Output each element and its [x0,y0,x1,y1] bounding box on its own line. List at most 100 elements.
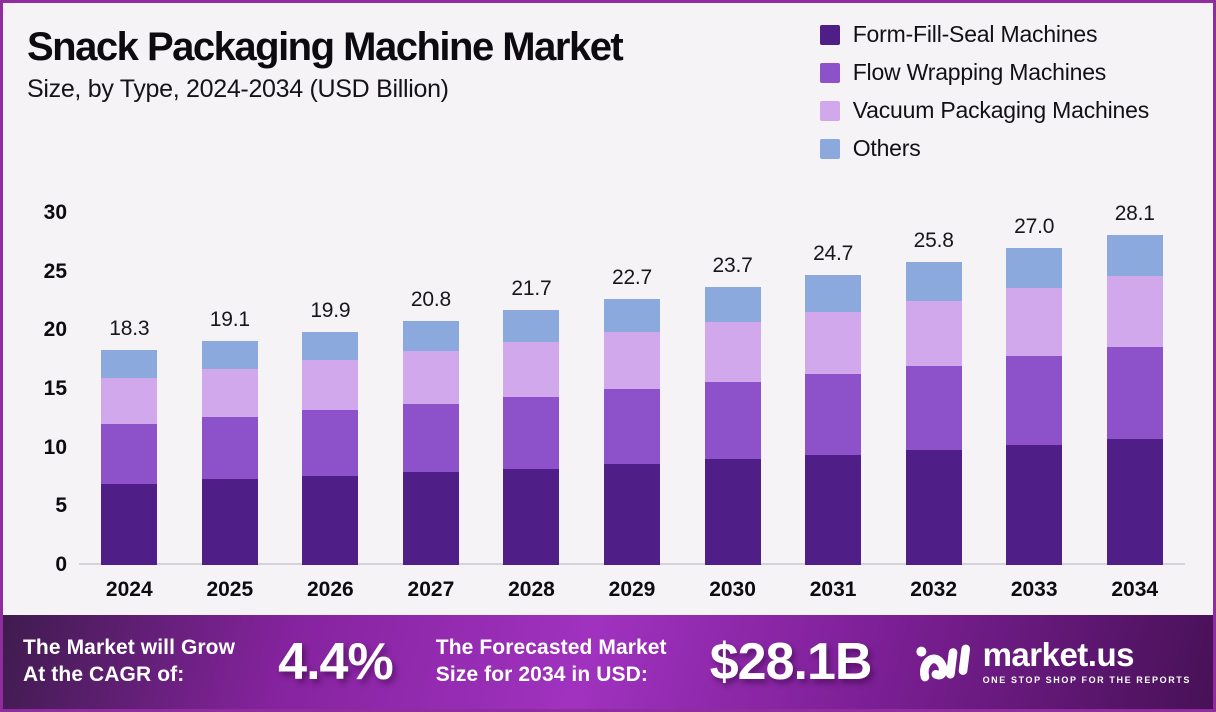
y-tick-label: 0 [55,553,67,576]
market-us-logo-icon [915,644,970,681]
bar-column-2025: 19.1 [180,213,281,565]
legend-label: Vacuum Packaging Machines [852,97,1149,123]
forecast-label-line2: Size for 2034 in USD: [435,663,648,686]
brand-name: market.us [982,636,1135,674]
bar-segment [402,320,459,352]
bar-segment [805,454,862,565]
bar-segment [201,479,258,565]
bar-stack [604,298,660,565]
bar-segment [704,286,761,323]
bar-stack [1106,235,1163,565]
bar-segment [1106,346,1163,440]
bar-stack [402,320,459,565]
bar-column-2034: 28.1 [1084,202,1185,565]
x-tick-label: 2027 [407,578,455,601]
bar-segment [1006,356,1063,446]
bar-total-label: 28.1 [1114,202,1155,226]
y-tick-label: 15 [43,377,67,400]
bar-total-label: 19.1 [209,307,250,331]
bar-segment [201,340,258,370]
bar-stack [704,286,761,565]
legend-swatch [819,100,840,121]
bar-stack [805,275,862,565]
bar-segment [604,298,660,332]
bar-segment [905,365,962,451]
y-tick-label: 20 [43,318,67,342]
bar-column-2027: 20.8 [381,213,482,565]
bar-segment [101,484,158,565]
bar-stack [503,310,560,565]
bar-column-2024: 18.3 [79,213,180,565]
bar-stack [101,350,158,565]
bar-segment [302,475,359,565]
plot-area: 18.3 19.1 19.9 20.8 21.7 22.7 23.7 24.7 25.8 27.0… [79,202,1185,565]
bar-segment [1006,288,1063,357]
bar-column-2030: 23.7 [682,213,783,565]
bar-column-2026: 19.9 [280,213,381,565]
bar-segment [704,322,761,382]
page-title: Snack Packaging Machine Market [27,25,624,69]
y-tick-label: 30 [43,201,67,224]
x-tick-label: 2031 [809,578,857,601]
bar-segment [402,404,459,473]
bar-total-label: 23.7 [712,253,753,277]
bar-segment [1006,248,1063,289]
brand-lockup: market.us ONE STOP SHOP FOR THE REPORTS [915,636,1191,685]
bar-segment [704,459,761,565]
bar-segment [302,410,359,476]
x-axis-labels: 2024 2025 2026 2027 2028 2029 2030 2031 2032 2033… [79,565,1185,602]
bar-stack [201,340,258,565]
bar-segment [604,389,660,465]
forecast-label: The Forecasted Market Size for 2034 in U… [436,635,667,689]
bar-total-label: 27.0 [1014,215,1055,239]
bar-column-2033: 27.0 [984,213,1085,565]
bar-total-label: 18.3 [109,317,150,341]
x-tick-label: 2030 [709,578,756,601]
chart-section: Snack Packaging Machine Market Size, by … [3,3,1213,615]
bar-segment [101,424,158,485]
bar-total-label: 21.7 [511,277,552,301]
legend-item-2: Flow Wrapping Machines [819,59,1149,86]
bar-segment [402,351,459,405]
legend-swatch [819,138,840,159]
bar-segment [503,468,560,565]
bar-segment [101,350,158,379]
bar-segment [805,373,862,455]
bar-segment [905,301,962,366]
chart-legend: Form-Fill-Seal Machines Flow Wrapping Mac… [819,21,1149,173]
bar-segment [905,262,962,302]
y-tick-label: 25 [43,259,67,283]
legend-item-4: Others [819,135,1149,162]
bar-total-label: 19.9 [310,298,351,322]
bar-total-label: 25.8 [913,229,954,253]
x-tick-label: 2026 [307,578,354,601]
chart-area: 30 25 20 15 10 5 0 18.3 19.1 19.9 20.8 21.7 22.7 23.… [27,201,1185,602]
legend-label: Form-Fill-Seal Machines [852,21,1098,47]
y-tick-label: 10 [43,435,67,459]
x-tick-label: 2025 [206,578,254,601]
plot-and-x: 18.3 19.1 19.9 20.8 21.7 22.7 23.7 24.7 25.8 27.0… [79,202,1185,602]
bar-total-label: 24.7 [813,242,854,266]
y-axis: 30 25 20 15 10 5 0 [27,201,79,576]
bar-segment [805,275,862,312]
legend-item-1: Form-Fill-Seal Machines [819,21,1149,48]
bar-column-2031: 24.7 [783,213,884,565]
title-block: Snack Packaging Machine Market Size, by … [27,17,624,173]
bar-segment [704,381,761,460]
header: Snack Packaging Machine Market Size, by … [3,3,1213,173]
bar-segment [604,331,660,390]
bar-segment [503,310,560,343]
bar-segment [503,342,560,398]
cagr-label: The Market will Grow At the CAGR of: [23,635,235,689]
bar-segment [302,331,359,360]
bar-stack [302,331,359,565]
forecast-label-line1: The Forecasted Market [435,636,667,660]
bar-stack [1006,248,1063,565]
x-tick-label: 2033 [1010,578,1058,601]
page-subtitle: Size, by Type, 2024-2034 (USD Billion) [27,75,449,103]
bar-segment [1106,276,1163,347]
forecast-value: $28.1B [709,633,873,691]
bar-total-label: 22.7 [611,265,653,289]
bar-segment [604,464,660,565]
